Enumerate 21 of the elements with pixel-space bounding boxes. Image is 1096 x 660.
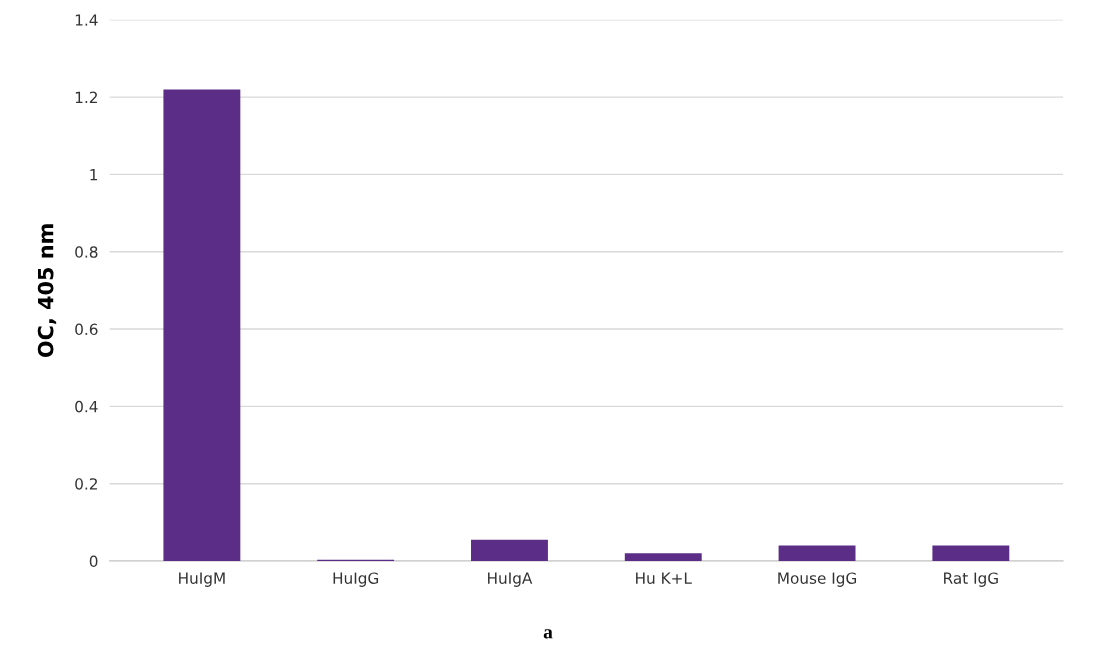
y-tick-label: 0 [89, 555, 98, 568]
bar [471, 539, 548, 561]
y-tick-label: 1 [90, 169, 98, 181]
y-axis-title: OC, 405 nm [37, 224, 57, 358]
x-tick-label: HuIgG [333, 572, 379, 587]
y-tick-label: 0.4 [75, 400, 98, 413]
x-tick-label: HuIgA [488, 572, 533, 587]
y-tick-label: 0.8 [75, 246, 98, 258]
x-tick-label: Hu K+L [636, 572, 692, 584]
bar [624, 553, 702, 561]
bar [778, 545, 856, 561]
y-tick-label: 1.4 [75, 14, 98, 26]
y-tick-label: 1.2 [75, 91, 97, 103]
x-tick-label: Rat IgG [944, 572, 998, 587]
bar [932, 545, 1010, 561]
x-tick-label: Mouse IgG [778, 572, 857, 587]
y-tick-label: 0.6 [75, 323, 98, 336]
y-tick-label: 0.2 [75, 478, 97, 490]
x-tick-label: HuIgM [179, 572, 225, 587]
text: a [543, 629, 553, 639]
bar [163, 89, 241, 561]
